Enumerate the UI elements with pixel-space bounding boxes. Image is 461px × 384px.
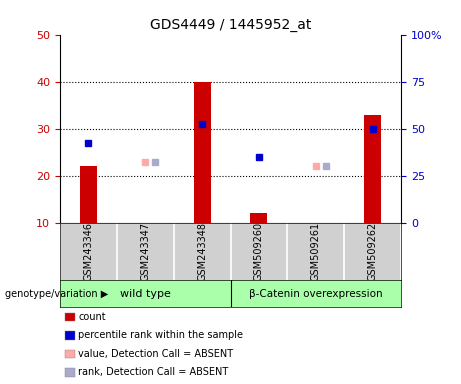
Title: GDS4449 / 1445952_at: GDS4449 / 1445952_at [150,18,311,32]
Text: GSM243348: GSM243348 [197,222,207,281]
Text: count: count [78,312,106,322]
Text: value, Detection Call = ABSENT: value, Detection Call = ABSENT [78,349,233,359]
Text: GSM509262: GSM509262 [367,222,378,281]
Text: GSM509260: GSM509260 [254,222,264,281]
Text: β-Catenin overexpression: β-Catenin overexpression [249,289,383,299]
Text: wild type: wild type [120,289,171,299]
Bar [80,166,97,223]
Text: genotype/variation ▶: genotype/variation ▶ [5,289,108,299]
Text: percentile rank within the sample: percentile rank within the sample [78,330,243,340]
Bar [194,82,211,223]
Text: GSM243346: GSM243346 [83,222,94,281]
Text: GSM243347: GSM243347 [140,222,150,281]
Bar [364,114,381,223]
Text: rank, Detection Call = ABSENT: rank, Detection Call = ABSENT [78,367,229,377]
Text: GSM509261: GSM509261 [311,222,321,281]
Bar [250,214,267,223]
